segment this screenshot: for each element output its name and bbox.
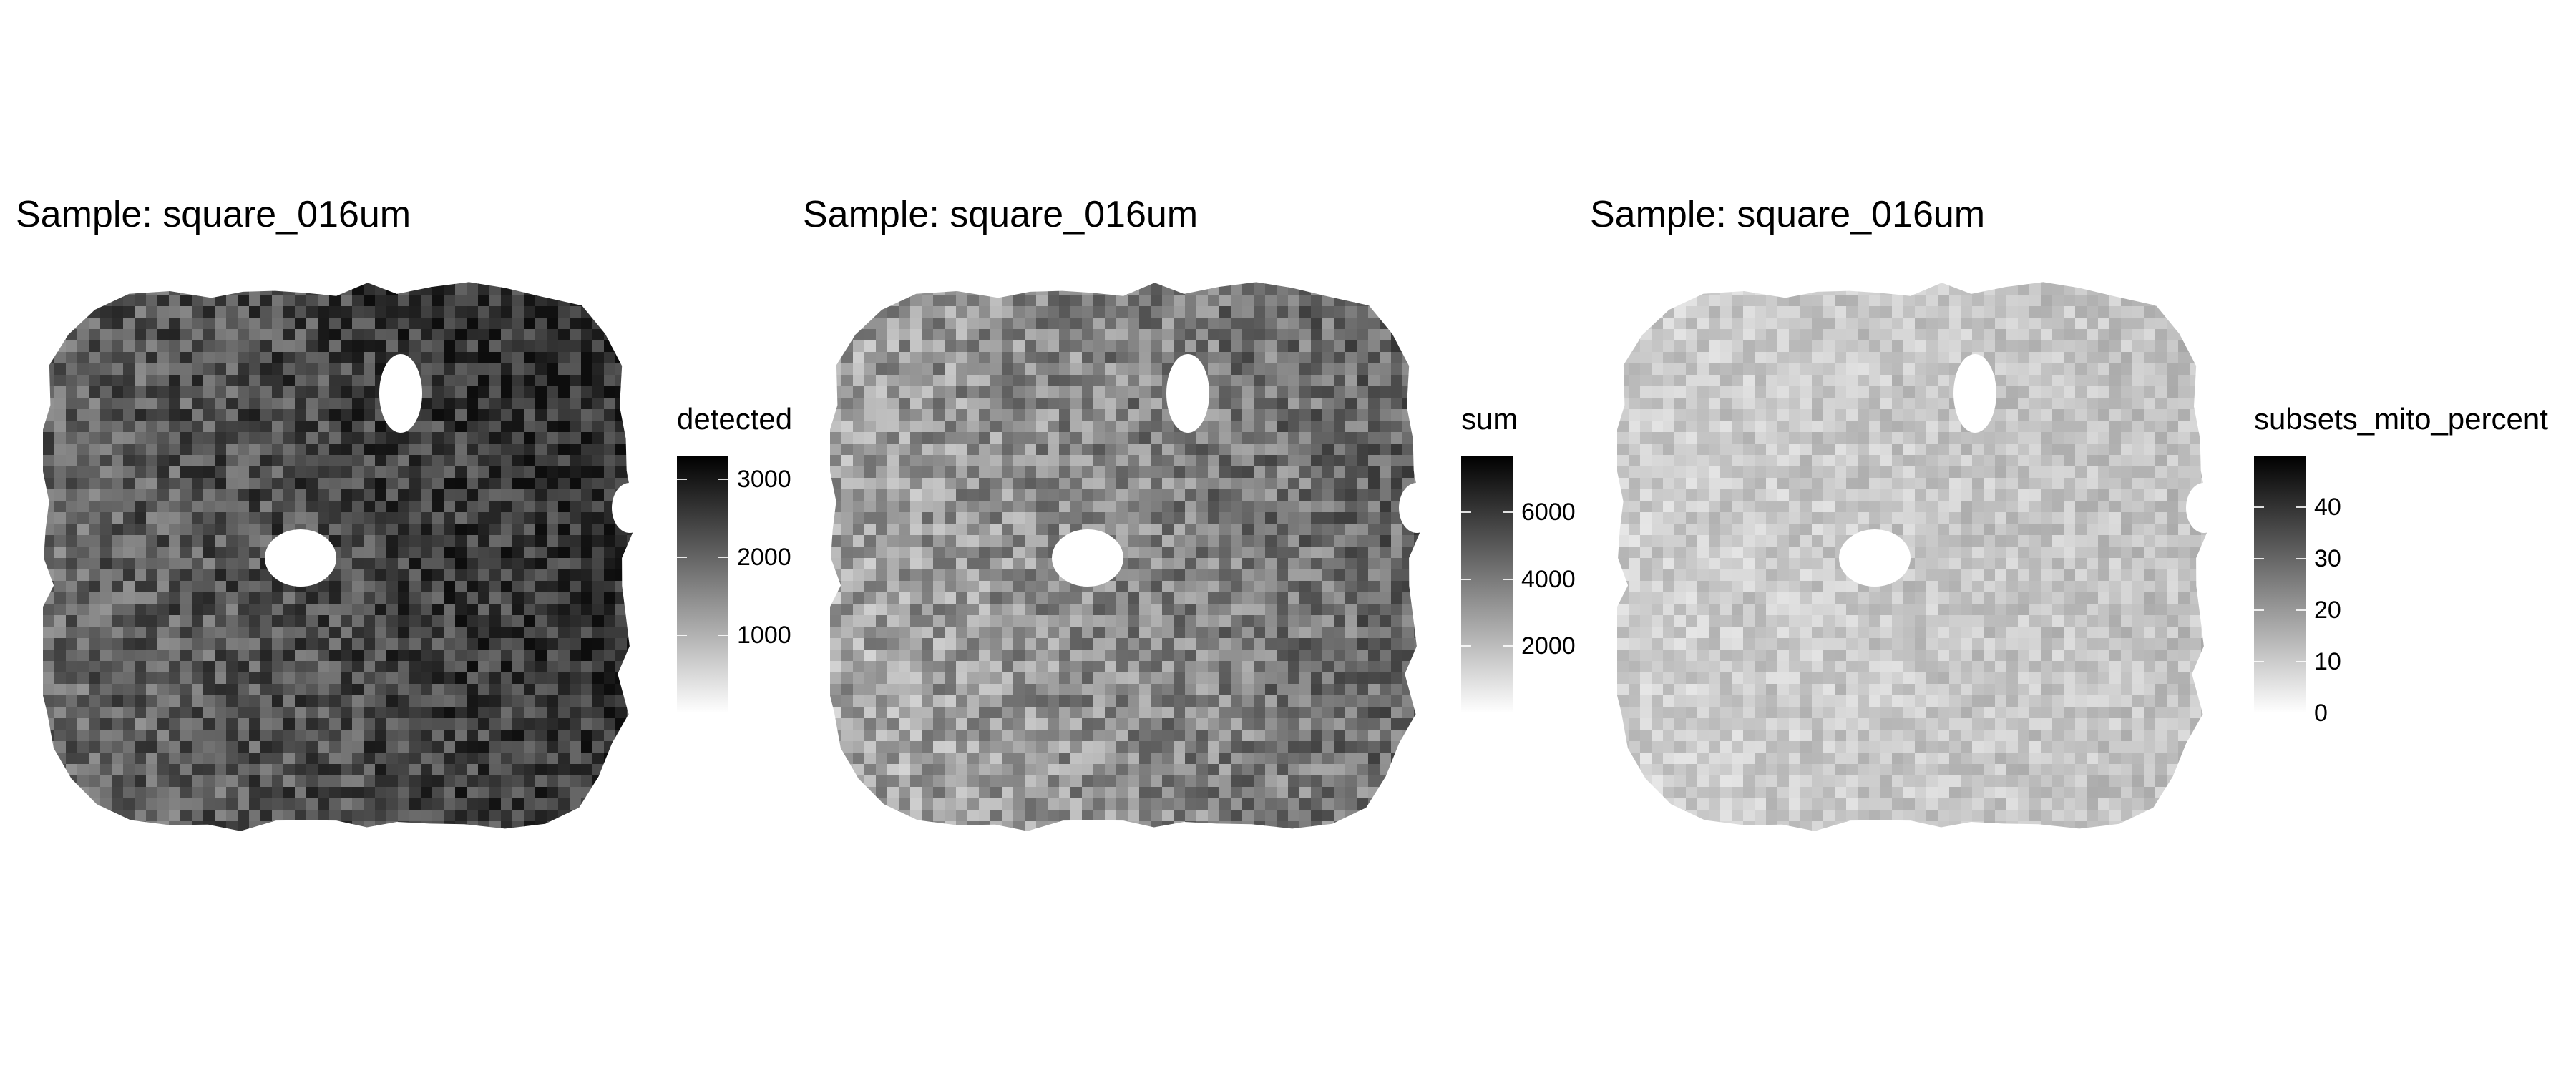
tissue-hole (2186, 483, 2222, 533)
legend-title: detected (677, 402, 793, 436)
tissue-tiles (830, 282, 1422, 831)
colorbar-tick (718, 556, 728, 558)
tissue-tiles (43, 282, 635, 831)
colorbar-tick-label: 40 (2314, 494, 2341, 521)
tissue-hole (1166, 354, 1209, 433)
colorbar-tick-label: 2000 (737, 543, 791, 571)
tissue-hole (1839, 529, 1911, 587)
colorbar-tick (1503, 645, 1513, 647)
panel-title: Sample: square_016um (1590, 194, 1986, 235)
legend-title: subsets_mito_percent (2254, 402, 2548, 436)
tissue-hole (1399, 483, 1435, 533)
legend-sum: sum 2000 4000 6000 (1461, 402, 1576, 713)
colorbar-tick (718, 634, 728, 636)
colorbar-tick (2296, 712, 2306, 714)
colorbar-tick (1503, 578, 1513, 580)
tissue-hole (1052, 529, 1123, 587)
tissue-heatmap-mito (1617, 282, 2222, 831)
colorbar-tick-label: 2000 (1521, 632, 1576, 660)
colorbar (1461, 456, 1513, 713)
colorbar-tick (677, 634, 687, 636)
tissue-heatmap-sum (830, 282, 1435, 831)
colorbar-tick (2254, 712, 2264, 714)
legend-mito: subsets_mito_percent 0 10 20 30 40 (2254, 402, 2548, 725)
colorbar-tick-label: 30 (2314, 545, 2341, 572)
panel-detected: Sample: square_016um detected 1000 2000 30… (0, 0, 792, 1073)
colorbar-tick (2296, 506, 2306, 508)
colorbar-tick (677, 478, 687, 480)
colorbar-tick (677, 556, 687, 558)
colorbar-tick (1503, 511, 1513, 514)
colorbar (2254, 456, 2306, 713)
colorbar-tick-label: 0 (2314, 700, 2328, 727)
colorbar-tick-label: 4000 (1521, 565, 1576, 593)
colorbar-tick-label: 1000 (737, 621, 791, 649)
colorbar-tick-label: 10 (2314, 648, 2341, 675)
colorbar-tick (1461, 511, 1471, 514)
tissue-heatmap-detected (43, 282, 648, 831)
colorbar-tick (1461, 578, 1471, 580)
colorbar-tick (2254, 558, 2264, 559)
tissue-hole (1953, 354, 1996, 433)
colorbar-tick-label: 3000 (737, 465, 791, 493)
colorbar-tick (2296, 609, 2306, 611)
tissue-hole (379, 354, 422, 433)
legend-detected: detected 1000 2000 3000 (677, 402, 793, 713)
panel-title: Sample: square_016um (803, 194, 1199, 235)
colorbar-tick (2254, 661, 2264, 662)
colorbar (677, 456, 728, 713)
colorbar-tick (2254, 506, 2264, 508)
colorbar-tick (718, 478, 728, 480)
colorbar-tick (2296, 661, 2306, 662)
colorbar-tick (2254, 609, 2264, 611)
colorbar-tick-label: 6000 (1521, 499, 1576, 526)
colorbar-tick (2296, 558, 2306, 559)
colorbar-tick (1461, 645, 1471, 647)
tissue-hole (612, 483, 648, 533)
panel-sum: Sample: square_016um sum 2000 4000 6000 (787, 0, 1576, 1073)
colorbar-tick-label: 20 (2314, 597, 2341, 624)
tissue-tiles (1617, 282, 2209, 831)
panel-mito: Sample: square_016um subsets_mito_percen… (1574, 0, 2548, 1073)
panel-title: Sample: square_016um (16, 194, 411, 235)
tissue-hole (265, 529, 336, 587)
legend-title: sum (1461, 402, 1518, 436)
